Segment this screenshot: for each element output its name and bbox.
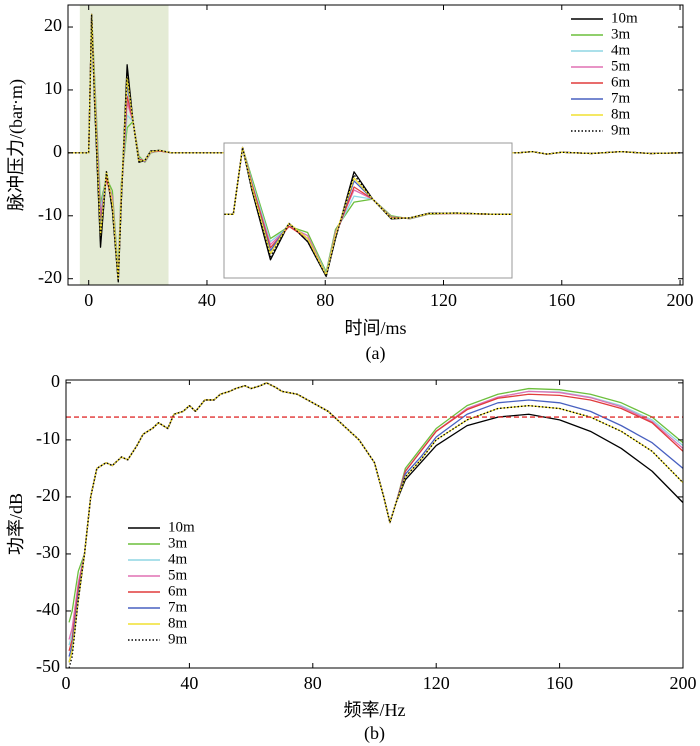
y-tick-label: -10 xyxy=(38,204,62,224)
y-tick-label: -20 xyxy=(36,485,60,505)
x-tick-label: 80 xyxy=(304,673,322,693)
legend-label: 10m xyxy=(168,519,195,535)
legend-label: 8m xyxy=(168,615,188,631)
y-tick-label: 10 xyxy=(44,78,62,98)
series-line xyxy=(68,382,683,668)
x-axis-label: 时间/ms xyxy=(344,318,406,338)
plot-lines xyxy=(68,382,683,668)
legend-label: 6m xyxy=(168,583,188,599)
x-tick-label: 160 xyxy=(546,673,573,693)
x-tick-label: 0 xyxy=(62,673,71,693)
legend-label: 7m xyxy=(168,599,188,615)
y-tick-label: 20 xyxy=(44,15,62,35)
legend-label: 3m xyxy=(168,535,188,551)
y-axis-label: 脉冲压力/(bar·m) xyxy=(6,79,27,211)
plot-lines xyxy=(68,13,681,283)
y-tick-label: -30 xyxy=(36,542,60,562)
legend-label: 7m xyxy=(611,90,631,106)
x-tick-label: 200 xyxy=(670,673,697,693)
legend-label: 8m xyxy=(611,106,631,122)
legend-label: 4m xyxy=(611,42,631,58)
series-line xyxy=(68,382,683,623)
plot-frame xyxy=(65,379,684,669)
y-axis-label: 功率/dB xyxy=(6,493,26,555)
y-tick-label: -40 xyxy=(36,599,60,619)
caption: (a) xyxy=(366,343,386,364)
inset-lines xyxy=(224,146,512,278)
x-tick-label: 160 xyxy=(548,290,575,310)
legend-label: 10m xyxy=(611,10,638,26)
y-tick-label: -50 xyxy=(36,656,60,676)
x-axis-label: 频率/Hz xyxy=(344,700,406,720)
x-tick-label: 80 xyxy=(316,290,334,310)
caption: (b) xyxy=(364,723,385,744)
x-tick-label: 40 xyxy=(180,673,198,693)
legend-label: 5m xyxy=(168,567,188,583)
legend-label: 9m xyxy=(168,631,188,647)
x-tick-label: 0 xyxy=(84,290,93,310)
legend-label: 6m xyxy=(611,74,631,90)
series-line xyxy=(68,382,683,646)
legend-label: 9m xyxy=(611,122,631,138)
legend-label: 3m xyxy=(611,26,631,42)
legend-label: 5m xyxy=(611,58,631,74)
y-tick-label: -10 xyxy=(36,428,60,448)
series-line xyxy=(68,382,683,652)
series-line xyxy=(68,382,683,640)
inset-series-line xyxy=(224,146,512,278)
y-tick-label: 0 xyxy=(53,141,62,161)
plot-frame xyxy=(67,4,684,286)
y-tick-label: -20 xyxy=(38,267,62,287)
x-tick-label: 200 xyxy=(667,290,694,310)
x-tick-label: 120 xyxy=(423,673,450,693)
legend-label: 4m xyxy=(168,551,188,567)
inset-frame xyxy=(223,142,513,279)
x-tick-label: 120 xyxy=(430,290,457,310)
y-tick-label: 0 xyxy=(51,371,60,391)
x-tick-label: 40 xyxy=(198,290,216,310)
